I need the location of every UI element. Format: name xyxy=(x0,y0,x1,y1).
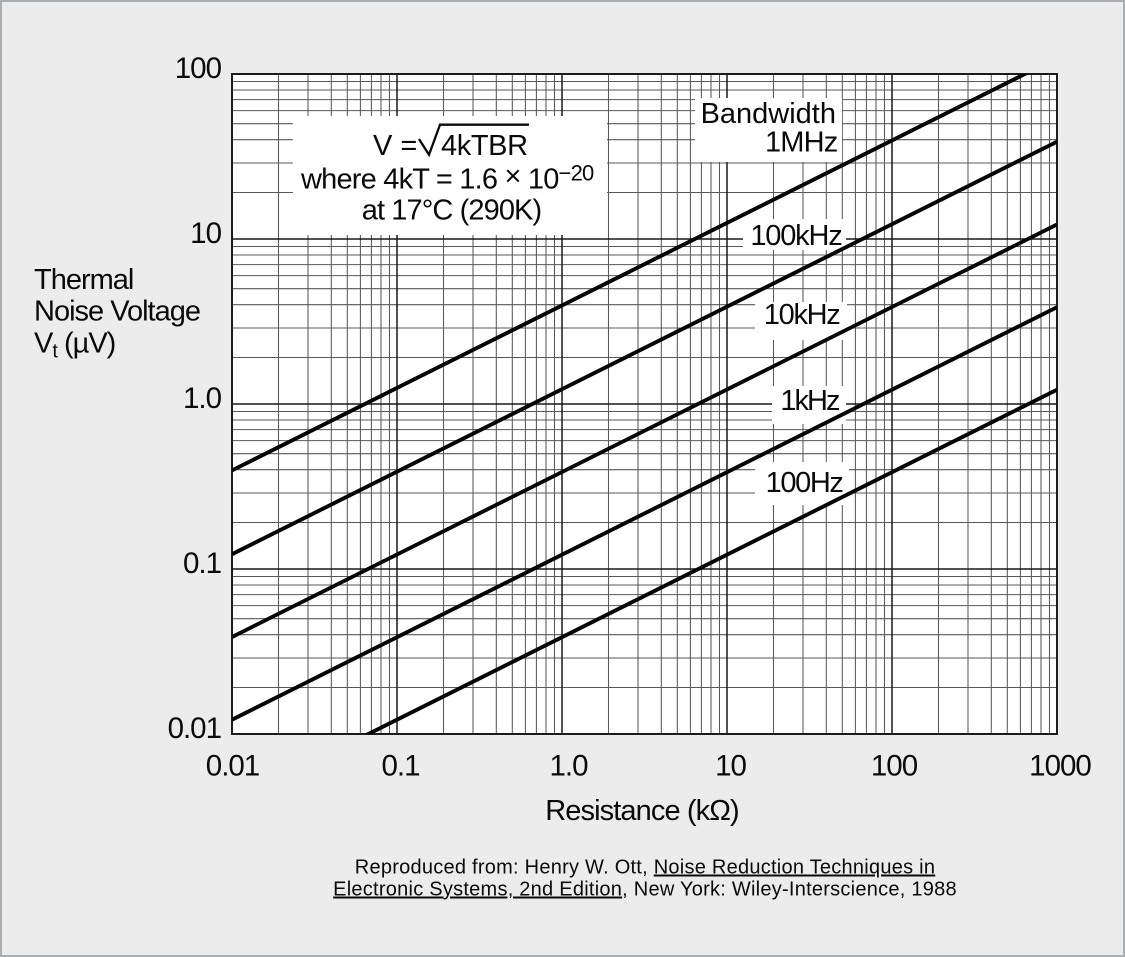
svg-text:100: 100 xyxy=(175,52,222,85)
svg-text:Bandwidth: Bandwidth xyxy=(701,98,836,130)
svg-text:100: 100 xyxy=(871,750,918,783)
svg-text:1MHz: 1MHz xyxy=(765,127,838,159)
svg-text:1000: 1000 xyxy=(1029,750,1091,783)
svg-text:where 4kT = 1.6 × 10−20: where 4kT = 1.6 × 10−20 xyxy=(300,160,594,195)
svg-text:1.0: 1.0 xyxy=(549,750,588,783)
svg-text:4kTBR: 4kTBR xyxy=(441,130,528,162)
svg-text:Electronic Systems, 2nd Editio: Electronic Systems, 2nd Edition, New Yor… xyxy=(333,879,957,901)
svg-text:0.01: 0.01 xyxy=(168,712,221,745)
svg-text:100Hz: 100Hz xyxy=(766,467,844,499)
svg-text:1kHz: 1kHz xyxy=(780,385,840,417)
svg-text:100kHz: 100kHz xyxy=(750,220,842,252)
svg-text:Resistance (kΩ): Resistance (kΩ) xyxy=(545,795,739,827)
svg-text:10: 10 xyxy=(715,750,746,783)
svg-text:1.0: 1.0 xyxy=(183,382,222,415)
svg-text:Reproduced from: Henry W. Ott,: Reproduced from: Henry W. Ott, Noise Red… xyxy=(355,857,935,879)
svg-text:0.01: 0.01 xyxy=(206,750,259,783)
svg-text:Vt (µV): Vt (µV) xyxy=(34,328,115,363)
svg-text:Thermal: Thermal xyxy=(34,264,133,296)
svg-text:10: 10 xyxy=(190,217,221,250)
svg-text:0.1: 0.1 xyxy=(381,750,419,783)
svg-text:10kHz: 10kHz xyxy=(764,299,840,331)
svg-text:V =: V = xyxy=(373,130,417,162)
svg-text:0.1: 0.1 xyxy=(183,547,221,580)
svg-text:Noise Voltage: Noise Voltage xyxy=(34,296,200,328)
svg-text:at 17°C (290K): at 17°C (290K) xyxy=(362,195,542,227)
